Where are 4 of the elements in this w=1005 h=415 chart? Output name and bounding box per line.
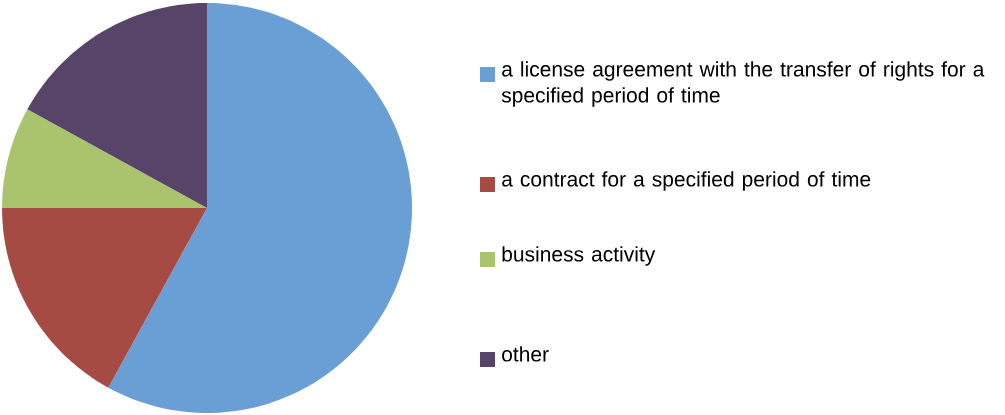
legend-label: a contract for a specified period of time: [502, 171, 871, 191]
legend-label: a license agreement with the transfer of rights for a specified period of time: [501, 61, 985, 107]
legend-label: business activity: [502, 246, 656, 266]
legend-label: other: [502, 346, 549, 362]
